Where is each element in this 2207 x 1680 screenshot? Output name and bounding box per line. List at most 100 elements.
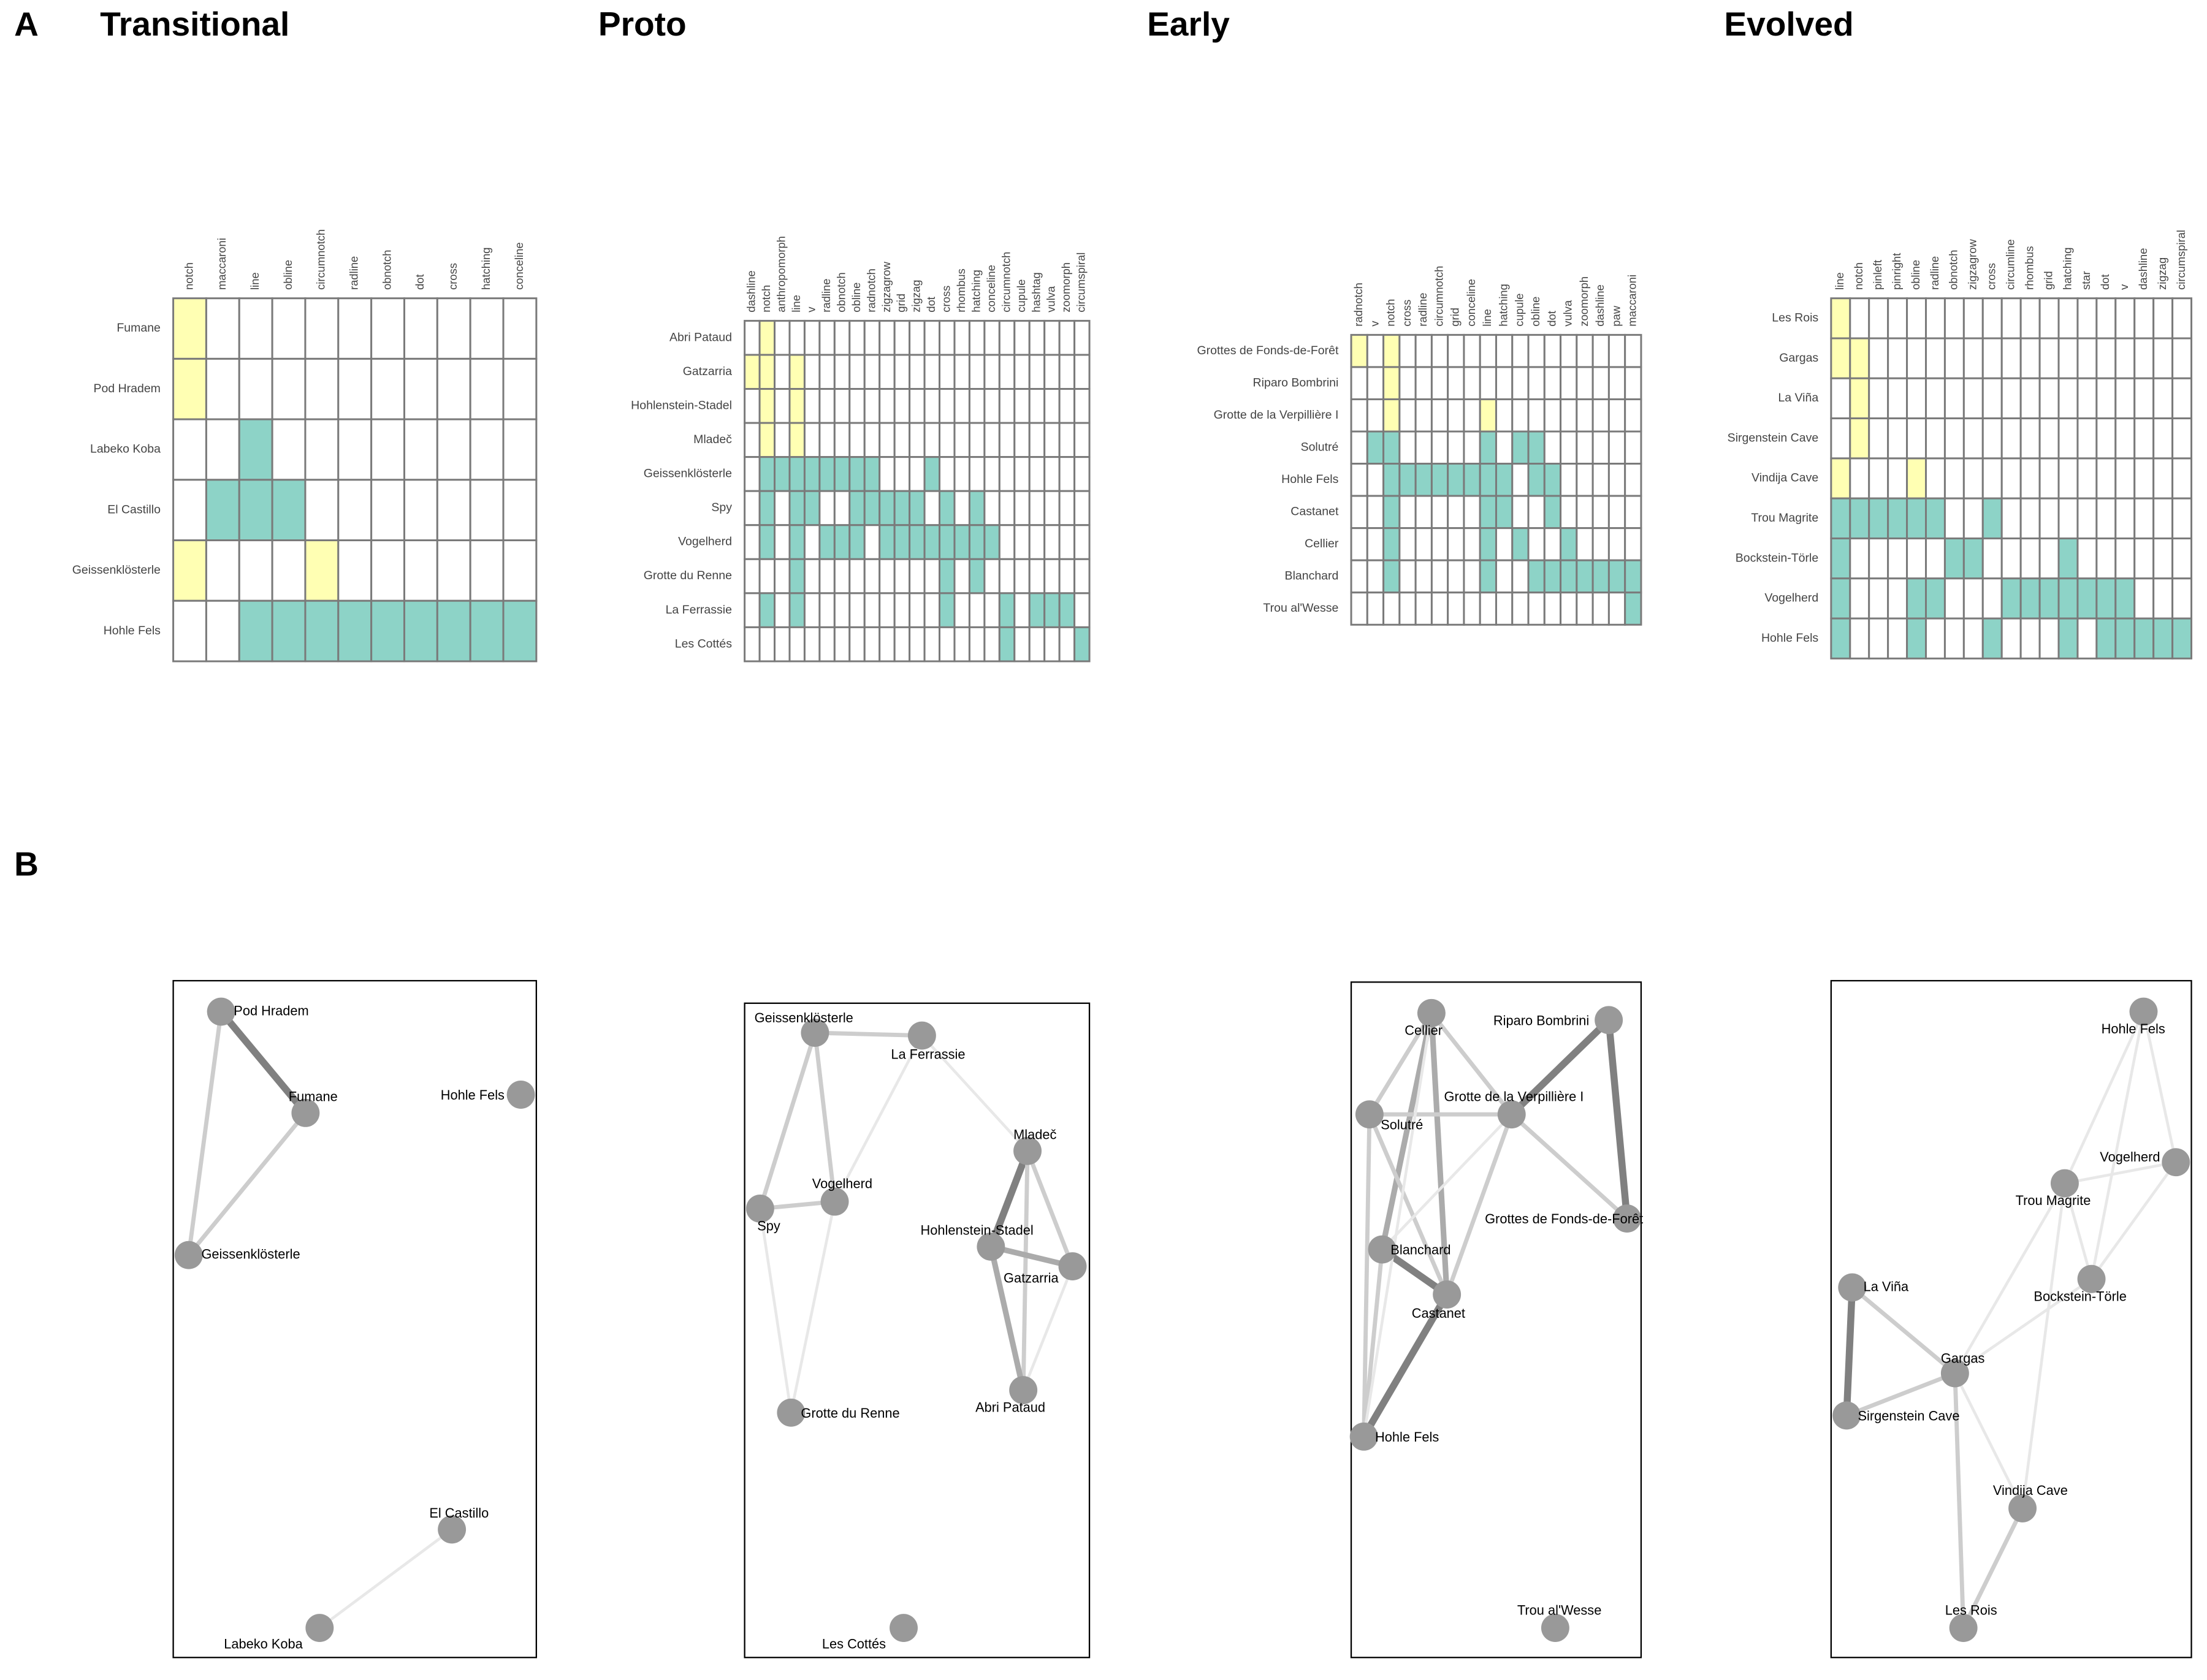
matrix-cell xyxy=(2076,337,2098,379)
matrix-cell xyxy=(1830,377,1851,420)
matrix-cell xyxy=(2000,577,2022,620)
matrix-cell xyxy=(2133,577,2155,620)
matrix-cell xyxy=(1043,524,1061,560)
matrix-cell xyxy=(848,422,866,458)
node-label: Geissenklösterle xyxy=(201,1246,300,1261)
matrix-cell xyxy=(788,422,806,458)
row-label: El Castillo xyxy=(107,503,161,516)
column-label: v xyxy=(1368,321,1381,327)
matrix-cell xyxy=(1028,319,1046,356)
matrix-cell xyxy=(1382,591,1401,626)
matrix-cell xyxy=(1906,457,1927,500)
column-label: pinright xyxy=(1890,253,1903,290)
network-frame xyxy=(172,979,538,1659)
matrix-cell xyxy=(923,422,940,458)
matrix-cell xyxy=(1495,591,1514,626)
matrix-cell xyxy=(1013,490,1031,526)
matrix-cell xyxy=(1058,524,1076,560)
matrix-cell xyxy=(370,357,405,420)
matrix-cell xyxy=(2000,297,2022,340)
matrix-cell xyxy=(1511,333,1530,368)
matrix-cell xyxy=(1382,495,1401,530)
network-node xyxy=(1368,1235,1397,1264)
matrix-cell xyxy=(1943,337,1965,379)
matrix-title: Early xyxy=(1147,5,1230,43)
matrix-cell xyxy=(758,354,776,390)
matrix-cell xyxy=(968,490,986,526)
matrix-cell xyxy=(1013,558,1031,595)
matrix-cell xyxy=(1430,591,1449,626)
matrix-cell xyxy=(1511,527,1530,561)
matrix-cell xyxy=(968,422,986,458)
matrix-cell xyxy=(744,524,761,560)
column-label: cupule xyxy=(1513,293,1526,326)
matrix-cell xyxy=(744,626,761,663)
matrix-cell xyxy=(1414,527,1433,561)
matrix-cell xyxy=(2114,297,2136,340)
matrix-cell xyxy=(271,297,307,360)
matrix-cell xyxy=(2095,497,2117,539)
node-label: Blanchard xyxy=(1390,1242,1450,1258)
network-edge xyxy=(1843,1287,1856,1416)
matrix-cell xyxy=(1560,495,1578,530)
matrix-cell xyxy=(1591,527,1610,561)
matrix-cell xyxy=(893,558,911,595)
matrix-cell xyxy=(1447,333,1465,368)
matrix-cell xyxy=(744,490,761,526)
matrix-cell xyxy=(968,319,986,356)
matrix-cell xyxy=(1607,463,1626,497)
matrix-cell xyxy=(1868,457,1889,500)
network-edge xyxy=(1851,1285,1957,1375)
row-label: Grotte de la Verpillière I xyxy=(1214,408,1339,422)
matrix-cell xyxy=(1398,559,1417,594)
matrix-cell xyxy=(2095,377,2117,420)
matrix-cell xyxy=(1414,559,1433,594)
matrix-cell xyxy=(1495,463,1514,497)
matrix-cell xyxy=(833,490,851,526)
column-label: hatching xyxy=(2060,247,2073,289)
matrix-cell xyxy=(370,297,405,360)
matrix-cell xyxy=(1414,333,1433,368)
matrix-cell xyxy=(271,599,307,663)
matrix-cell xyxy=(909,319,926,356)
matrix-cell xyxy=(1043,626,1061,663)
matrix-cell xyxy=(744,456,761,492)
matrix-cell xyxy=(1447,366,1465,400)
column-label: circumnotch xyxy=(314,229,327,290)
row-label: Vogelherd xyxy=(1764,591,1818,605)
column-label: obline xyxy=(1909,260,1922,290)
matrix-cell xyxy=(998,456,1016,492)
matrix-cell xyxy=(2076,417,2098,460)
network-edge xyxy=(1954,1277,2092,1375)
matrix-cell xyxy=(238,297,273,360)
matrix-cell xyxy=(1058,388,1076,424)
matrix-cell xyxy=(1849,577,1870,620)
column-label: grid xyxy=(1449,308,1462,327)
network-node xyxy=(291,1098,320,1127)
matrix-cell xyxy=(893,490,911,526)
matrix-cell xyxy=(848,626,866,663)
matrix-cell xyxy=(1430,527,1449,561)
matrix-cell xyxy=(2019,297,2041,340)
matrix-cell xyxy=(1576,495,1594,530)
network-edge xyxy=(1362,1013,1433,1437)
column-label: notch xyxy=(760,285,772,313)
column-label: radline xyxy=(1416,292,1429,326)
matrix-cell xyxy=(939,456,956,492)
matrix-cell xyxy=(1607,430,1626,465)
matrix-cell xyxy=(1479,591,1497,626)
matrix-cell xyxy=(1414,366,1433,400)
matrix-cell xyxy=(1981,457,2003,500)
matrix-cell xyxy=(923,524,940,560)
network-node xyxy=(777,1398,806,1427)
matrix-cell xyxy=(1366,495,1385,530)
matrix-cell xyxy=(1382,333,1401,368)
matrix-cell xyxy=(2095,577,2117,620)
matrix-cell xyxy=(172,539,207,602)
network-node xyxy=(1497,1100,1526,1129)
column-label: zigzagrow xyxy=(880,261,893,312)
matrix-cell xyxy=(983,422,1001,458)
matrix-cell xyxy=(403,418,438,481)
matrix-cell xyxy=(2000,337,2022,379)
matrix-cell xyxy=(879,490,896,526)
